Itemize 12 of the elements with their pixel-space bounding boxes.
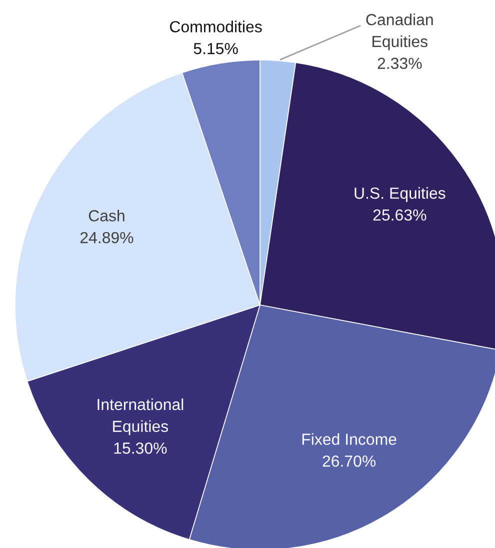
data-label: 24.89% <box>80 232 134 244</box>
slice-label: Canadian Equities <box>366 14 433 50</box>
slice-label: Cash <box>88 210 124 222</box>
slice-label: Fixed Income <box>302 433 396 445</box>
slice-label: Commodities <box>170 20 262 32</box>
slice-label: U.S. Equities <box>354 187 446 202</box>
data-label: 26.70% <box>322 455 376 467</box>
data-label: 25.63% <box>373 209 426 221</box>
data-label: 15.30% <box>114 442 167 454</box>
data-label: 5.15% <box>194 42 238 54</box>
slice-label: International Equities <box>98 398 184 436</box>
data-label: 2.33% <box>378 58 422 69</box>
